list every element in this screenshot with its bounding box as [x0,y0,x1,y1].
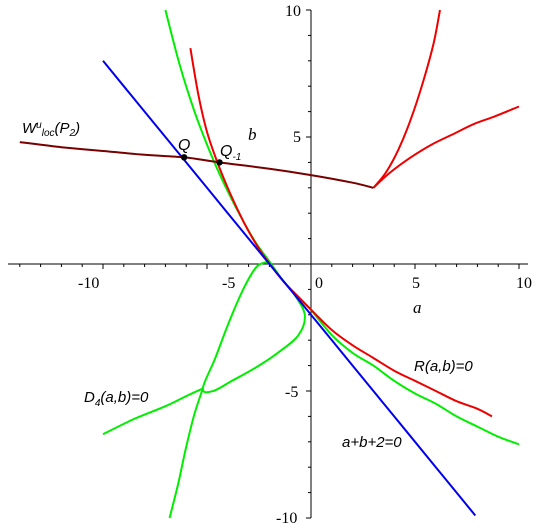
point-label-q-minus-1-sub: -1 [232,152,241,163]
x-tick-label-neg5: -5 [222,275,235,292]
curve-resonance-left [189,47,312,311]
annotation-line-equation: a+b+2=0 [342,434,402,451]
curves [19,9,520,519]
y-ticks [306,9,311,519]
y-axis-label: b [248,125,257,144]
annotation-w-rest: (P [55,120,70,137]
marked-points [180,154,223,166]
annotation-unstable-manifold: Wuloc(P2) [22,120,80,139]
y-tick-label-10: 10 [285,3,301,20]
annotation-d-rest: (a,b)=0 [100,389,149,406]
point-q-minus-1 [216,159,223,166]
annotation-w-sup: u [36,120,42,131]
axes [8,9,528,519]
annotation-w-close: ) [73,120,80,137]
annotation-w-sub: loc [42,128,55,139]
y-tick-label-neg5: -5 [285,384,298,401]
annotation-w-main: W [22,120,38,137]
annotation-d-sub: 4 [95,398,101,409]
point-label-q-minus-1-main: Q [220,143,232,160]
curve-discriminant-lower-branch [310,309,520,446]
curve-discriminant-loop [201,260,306,394]
y-tick-label-5: 5 [293,129,301,146]
x-tick-label-0: 0 [315,275,323,292]
x-axis-label: a [413,298,422,317]
curve-resonance-lower [310,308,493,418]
x-tick-label-neg10: -10 [78,275,99,292]
x-tick-label-10: 10 [516,275,532,292]
annotation-d-main: D [84,389,95,406]
curve-line-eq [102,60,477,517]
annotation-resonance: R(a,b)=0 [414,358,473,375]
curve-manifold [19,141,374,189]
curve-resonance-upper-shallow [372,105,520,189]
curve-discriminant-cross-down [168,388,204,519]
point-q [180,154,188,161]
x-ticks [19,264,520,269]
point-label-q: Q [178,137,190,154]
annotation-w-rest-sub: 2 [69,128,76,139]
point-label-q-minus-1: Q-1 [220,143,241,163]
y-tick-label-neg10: -10 [276,510,297,527]
curve-discriminant-cross-left [102,387,204,436]
x-tick-label-5: 5 [412,275,420,292]
curve-resonance-upper-steep [372,9,441,189]
annotation-discriminant: D4(a,b)=0 [84,389,149,409]
